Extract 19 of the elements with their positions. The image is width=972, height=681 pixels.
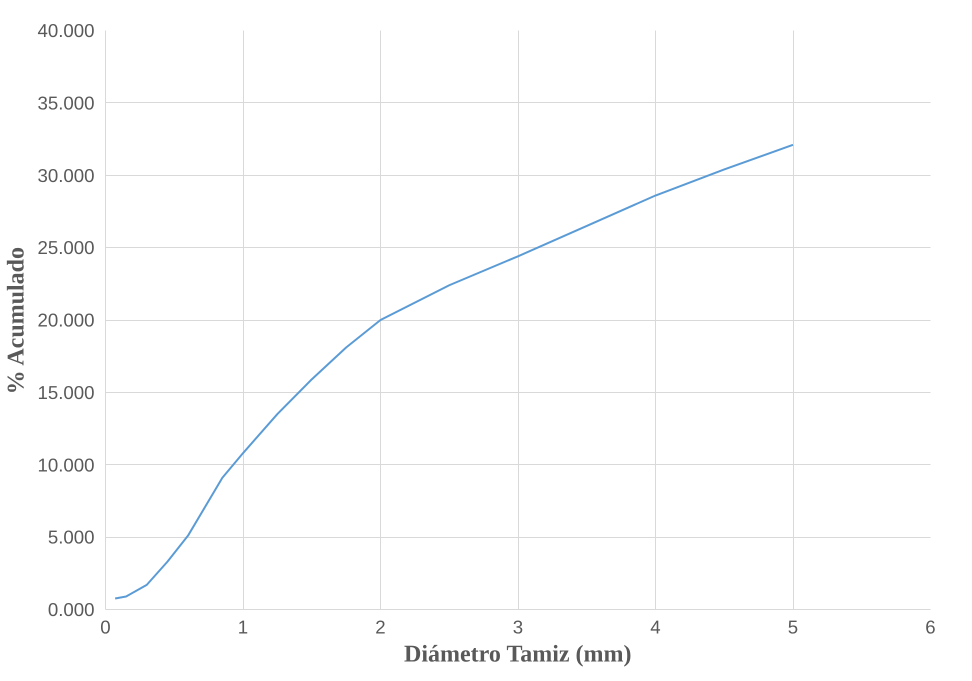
y-tick-label: 10.000	[37, 454, 94, 476]
y-tick-label: 15.000	[37, 382, 94, 403]
y-tick-label: 0.000	[48, 599, 94, 620]
y-tick-label: 30.000	[37, 164, 94, 186]
x-tick-label: 6	[925, 616, 936, 638]
y-tick-label: 5.000	[48, 526, 94, 548]
y-tick-label: 25.000	[37, 237, 94, 258]
y-tick-label: 20.000	[37, 310, 94, 330]
line-series	[114, 144, 794, 600]
x-tick-label: 3	[512, 616, 524, 638]
x-axis-title: Diámetro Tamiz (mm)	[404, 642, 632, 668]
y-axis-title: % Acumulado	[3, 246, 30, 394]
y-tick-label: 35.000	[37, 92, 94, 114]
x-tick-label: 5	[788, 616, 798, 638]
x-tick-label: 1	[238, 616, 248, 638]
x-tick-label: 4	[650, 616, 661, 638]
y-tick-label: 40.000	[37, 20, 94, 41]
x-tick-label: 0	[100, 616, 111, 638]
x-tick-label: 2	[375, 616, 386, 638]
